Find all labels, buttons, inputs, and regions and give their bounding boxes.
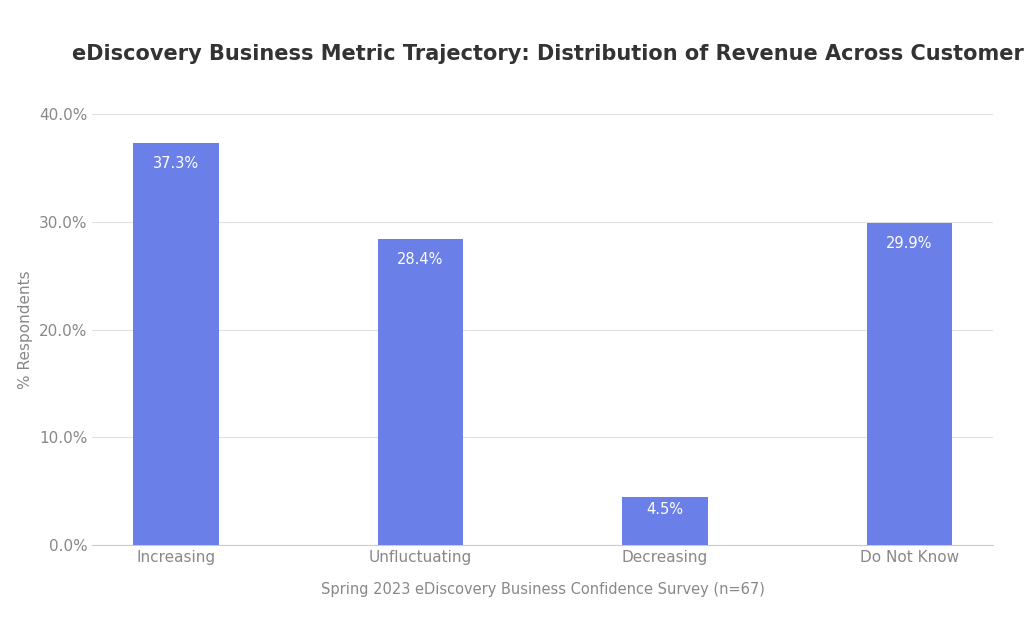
Bar <box>133 143 219 545</box>
Bar <box>623 497 708 545</box>
Y-axis label: % Respondents: % Respondents <box>18 270 33 389</box>
Text: 29.9%: 29.9% <box>887 236 933 251</box>
Text: 37.3%: 37.3% <box>153 156 199 171</box>
X-axis label: Spring 2023 eDiscovery Business Confidence Survey (n=67): Spring 2023 eDiscovery Business Confiden… <box>321 582 765 597</box>
Text: 4.5%: 4.5% <box>646 502 683 517</box>
Bar <box>866 223 952 545</box>
Text: 28.4%: 28.4% <box>397 252 443 267</box>
Text: eDiscovery Business Metric Trajectory: Distribution of Revenue Across Customer B: eDiscovery Business Metric Trajectory: D… <box>72 44 1024 65</box>
Bar <box>378 239 463 545</box>
